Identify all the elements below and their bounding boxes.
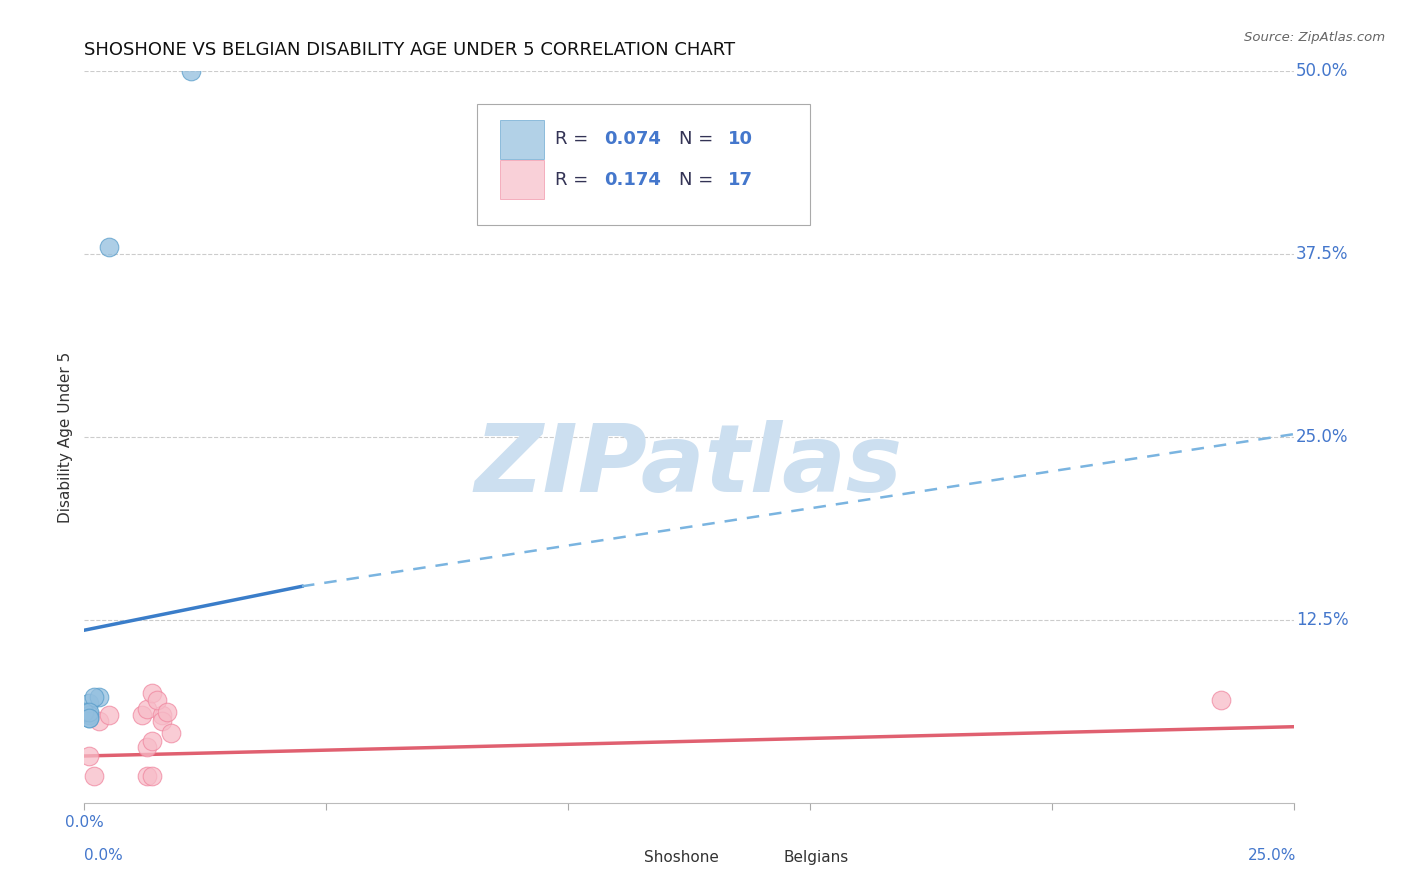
Point [150,708,173,723]
Point [1209,693,1232,707]
Point [83,769,105,783]
Point [73,705,96,719]
Point [77,696,100,710]
Point [180,64,202,78]
Point [77,711,100,725]
Text: R =: R = [555,130,593,148]
Text: SHOSHONE VS BELGIAN DISABILITY AGE UNDER 5 CORRELATION CHART: SHOSHONE VS BELGIAN DISABILITY AGE UNDER… [84,41,735,59]
Point [155,705,177,719]
Text: Shoshone: Shoshone [644,850,718,865]
Text: Belgians: Belgians [783,850,848,865]
Text: 0.174: 0.174 [605,170,661,188]
Text: 10: 10 [728,130,752,148]
Point [141,769,163,783]
Text: Source: ZipAtlas.com: Source: ZipAtlas.com [1244,31,1385,45]
Point [97,708,120,723]
Point [77,711,100,725]
Point [160,725,183,739]
FancyBboxPatch shape [600,843,638,878]
Point [77,749,100,764]
FancyBboxPatch shape [501,160,544,200]
Text: 0.0%: 0.0% [84,848,124,863]
Point [136,769,159,783]
Text: 50.0%: 50.0% [1296,62,1348,80]
Point [146,693,169,707]
Text: 25.0%: 25.0% [1296,428,1348,446]
Text: N =: N = [679,170,720,188]
FancyBboxPatch shape [478,104,810,225]
Point [131,708,153,723]
Point [136,740,159,755]
Point [83,690,105,705]
Point [87,690,110,705]
FancyBboxPatch shape [501,120,544,159]
Point [136,702,159,716]
Text: 17: 17 [728,170,752,188]
Point [77,705,100,719]
Text: N =: N = [679,130,720,148]
Point [77,708,100,723]
Y-axis label: Disability Age Under 5: Disability Age Under 5 [58,351,73,523]
Text: 12.5%: 12.5% [1296,611,1348,629]
Point [141,734,163,748]
Text: R =: R = [555,170,593,188]
Point [141,686,163,700]
Point [87,714,110,728]
FancyBboxPatch shape [740,843,778,878]
Text: 0.074: 0.074 [605,130,661,148]
Point [97,240,120,254]
Text: 25.0%: 25.0% [1247,848,1296,863]
Point [150,714,173,728]
Text: ZIPatlas: ZIPatlas [475,420,903,512]
Text: 37.5%: 37.5% [1296,245,1348,263]
